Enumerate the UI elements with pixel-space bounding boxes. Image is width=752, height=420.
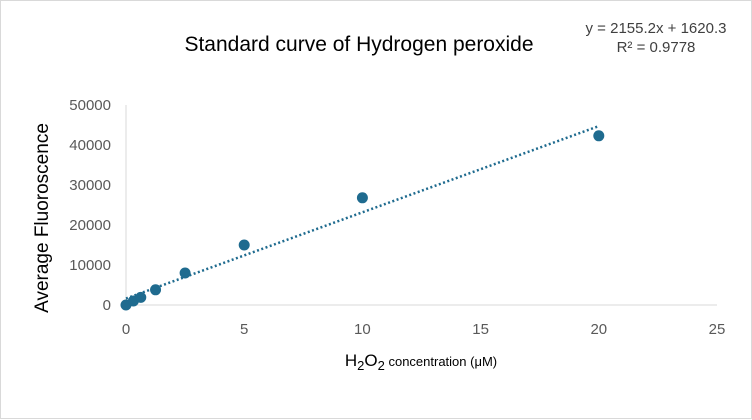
- y-tick-label: 30000: [69, 177, 111, 194]
- x-tick-label: 25: [709, 321, 726, 338]
- y-tick-label: 20000: [69, 217, 111, 234]
- data-point: [356, 192, 368, 204]
- chart-title: Standard curve of Hydrogen peroxide: [184, 33, 533, 56]
- tick-labels: 0 10000 20000 30000 40000 50000 0 5 10 15 20 25: [69, 97, 725, 338]
- y-tick-label: 50000: [69, 97, 111, 114]
- x-axis-label-part: 2: [378, 358, 385, 373]
- x-axis-label-part: 2: [357, 358, 364, 373]
- trendline: [125, 124, 600, 300]
- y-tick-label: 40000: [69, 137, 111, 154]
- x-axis-label-part: H: [345, 351, 357, 370]
- x-tick-label: 15: [472, 321, 489, 338]
- trendline-r2: R² = 0.9778: [617, 39, 696, 56]
- x-tick-label: 5: [240, 321, 248, 338]
- data-point: [150, 284, 162, 296]
- x-axis-label: H2O2 concentration (μM): [345, 351, 497, 373]
- data-point: [179, 267, 191, 279]
- y-axis-label: Average Fluoroscence: [32, 123, 53, 313]
- trendline-group: [125, 124, 600, 300]
- data-point: [238, 239, 250, 251]
- data-point: [135, 291, 147, 303]
- y-tick-label: 10000: [69, 257, 111, 274]
- x-tick-label: 10: [354, 321, 371, 338]
- y-tick-label: 0: [103, 297, 111, 314]
- x-axis-label-part: O: [364, 351, 377, 370]
- x-axis-label-part: concentration (μM): [385, 354, 497, 369]
- trendline-equation: y = 2155.2x + 1620.3: [586, 20, 727, 37]
- data-point: [593, 130, 605, 142]
- axes: [125, 105, 717, 306]
- data-points: [120, 130, 605, 311]
- x-tick-label: 0: [122, 321, 130, 338]
- x-tick-label: 20: [590, 321, 607, 338]
